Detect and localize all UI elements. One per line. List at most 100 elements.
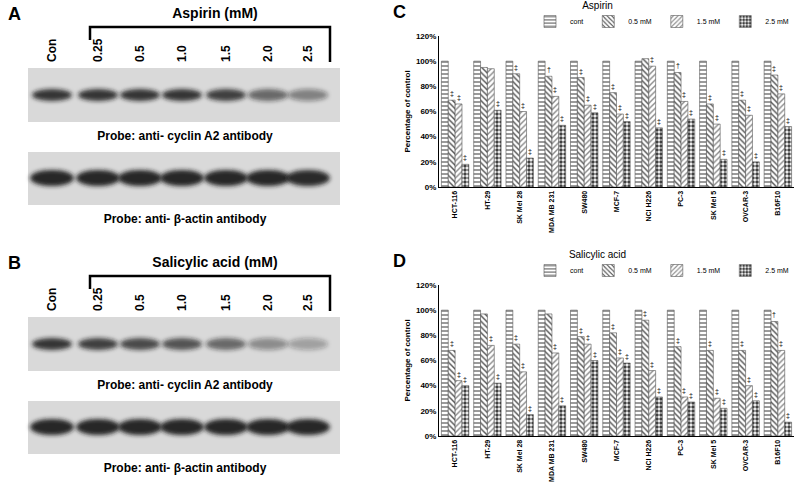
svg-text:MDA MB 231: MDA MB 231 (548, 191, 555, 233)
svg-text:‡: ‡ (779, 84, 783, 91)
svg-text:Con: Con (45, 288, 59, 311)
svg-text:‡: ‡ (586, 95, 590, 102)
svg-text:HCT-116: HCT-116 (451, 440, 458, 468)
svg-text:‡: ‡ (514, 64, 518, 71)
svg-text:1.5 mM: 1.5 mM (697, 267, 721, 274)
svg-text:‡: ‡ (786, 117, 790, 124)
svg-text:‡: ‡ (611, 83, 615, 90)
svg-text:‡: ‡ (657, 118, 661, 125)
svg-text:‡: ‡ (740, 340, 744, 347)
svg-text:‡: ‡ (682, 387, 686, 394)
svg-text:‡: ‡ (657, 387, 661, 394)
svg-text:‡: ‡ (521, 362, 525, 369)
svg-text:Probe: anti- β-actin antibody: Probe: anti- β-actin antibody (104, 212, 267, 226)
svg-text:SK Mel 5: SK Mel 5 (710, 191, 717, 220)
svg-text:0.5: 0.5 (133, 294, 147, 311)
svg-text:SK Mel 28: SK Mel 28 (516, 191, 523, 224)
svg-text:2.0: 2.0 (261, 294, 275, 311)
svg-text:Aspirin: Aspirin (582, 0, 613, 11)
svg-text:2.5 mM: 2.5 mM (765, 267, 789, 274)
svg-text:‡: ‡ (650, 56, 654, 63)
svg-text:Probe: anti- cyclin A2 antibod: Probe: anti- cyclin A2 antibody (97, 378, 273, 392)
svg-text:‡: ‡ (722, 398, 726, 405)
svg-text:‡: ‡ (593, 351, 597, 358)
svg-text:‡: ‡ (528, 405, 532, 412)
svg-text:PC-3: PC-3 (677, 440, 684, 456)
svg-text:MCF-7: MCF-7 (613, 191, 620, 212)
svg-text:Percentage of control: Percentage of control (403, 70, 412, 152)
svg-text:‡: ‡ (450, 90, 454, 97)
svg-text:‡: ‡ (754, 152, 758, 159)
svg-text:2.0: 2.0 (261, 45, 275, 62)
svg-text:‡: ‡ (528, 148, 532, 155)
svg-text:‡: ‡ (593, 103, 597, 110)
svg-text:B: B (8, 253, 21, 273)
svg-text:†: † (547, 66, 551, 73)
svg-text:SW480: SW480 (581, 440, 588, 463)
svg-text:‡: ‡ (560, 115, 564, 122)
svg-text:‡: ‡ (496, 373, 500, 380)
svg-text:†: † (772, 311, 776, 318)
svg-text:‡: ‡ (521, 102, 525, 109)
svg-text:‡: ‡ (754, 391, 758, 398)
svg-text:‡: ‡ (715, 114, 719, 121)
svg-text:1.5: 1.5 (219, 294, 233, 311)
svg-text:Aspirin (mM): Aspirin (mM) (172, 5, 258, 21)
svg-text:‡: ‡ (625, 112, 629, 119)
svg-text:‡: ‡ (586, 334, 590, 341)
svg-text:‡: ‡ (463, 154, 467, 161)
svg-text:1.5: 1.5 (219, 45, 233, 62)
svg-text:‡: ‡ (553, 86, 557, 93)
svg-text:‡: ‡ (463, 376, 467, 383)
svg-text:‡: ‡ (450, 340, 454, 347)
svg-text:‡: ‡ (722, 149, 726, 156)
svg-text:‡: ‡ (514, 334, 518, 341)
svg-text:OVCAR-3: OVCAR-3 (742, 440, 749, 472)
svg-text:‡: ‡ (553, 343, 557, 350)
svg-text:120%: 120% (416, 281, 436, 290)
svg-text:Probe: anti- cyclin A2 antibod: Probe: anti- cyclin A2 antibody (97, 129, 273, 143)
svg-text:HT-29: HT-29 (484, 191, 491, 210)
svg-text:‡: ‡ (625, 353, 629, 360)
svg-text:Salicylic acid (mM): Salicylic acid (mM) (152, 254, 277, 270)
svg-text:‡: ‡ (689, 392, 693, 399)
svg-text:80%: 80% (420, 82, 436, 91)
svg-text:‡: ‡ (457, 94, 461, 101)
svg-text:PC-3: PC-3 (677, 191, 684, 207)
svg-text:‡: ‡ (715, 388, 719, 395)
svg-text:‡: ‡ (650, 361, 654, 368)
svg-text:B16F10: B16F10 (774, 191, 781, 216)
svg-text:‡: ‡ (457, 371, 461, 378)
svg-text:‡: ‡ (560, 396, 564, 403)
svg-text:‡: ‡ (489, 335, 493, 342)
svg-text:100%: 100% (416, 306, 436, 315)
svg-text:80%: 80% (420, 331, 436, 340)
svg-text:‡: ‡ (618, 348, 622, 355)
svg-text:MDA MB 231: MDA MB 231 (548, 440, 555, 482)
svg-text:0.5 mM: 0.5 mM (628, 18, 652, 25)
svg-text:‡: ‡ (618, 104, 622, 111)
svg-text:Con: Con (45, 39, 59, 62)
svg-text:NCI H226: NCI H226 (645, 191, 652, 222)
svg-text:B16F10: B16F10 (774, 440, 781, 465)
svg-text:1.0: 1.0 (175, 45, 189, 62)
svg-text:‡: ‡ (708, 340, 712, 347)
svg-text:‡: ‡ (643, 310, 647, 317)
svg-text:‡: ‡ (579, 327, 583, 334)
svg-text:‡: ‡ (786, 412, 790, 419)
svg-text:60%: 60% (420, 107, 436, 116)
svg-text:‡: ‡ (579, 68, 583, 75)
svg-text:‡: ‡ (689, 109, 693, 116)
svg-text:0.25: 0.25 (91, 287, 105, 311)
svg-text:0.5 mM: 0.5 mM (628, 267, 652, 274)
svg-text:‡: ‡ (496, 100, 500, 107)
svg-text:‡: ‡ (747, 376, 751, 383)
svg-text:‡: ‡ (676, 337, 680, 344)
svg-text:100%: 100% (416, 57, 436, 66)
svg-text:20%: 20% (420, 158, 436, 167)
svg-text:Salicylic acid: Salicylic acid (569, 249, 626, 260)
svg-text:‡: ‡ (682, 91, 686, 98)
svg-text:2.5: 2.5 (301, 45, 315, 62)
svg-text:Percentage of control: Percentage of control (403, 319, 412, 401)
svg-text:‡: ‡ (740, 90, 744, 97)
